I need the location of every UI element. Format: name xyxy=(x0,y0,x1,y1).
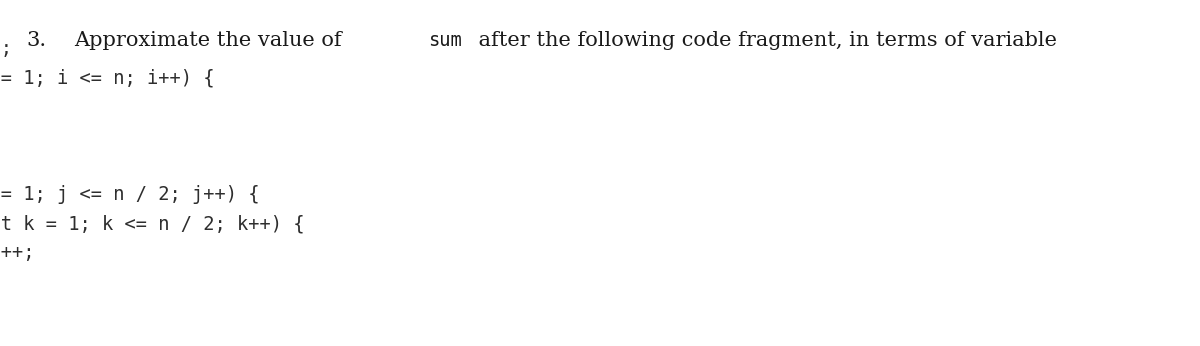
Text: sum: sum xyxy=(428,31,462,50)
Text: after the following code fragment, in terms of variable: after the following code fragment, in te… xyxy=(472,31,1063,50)
Text: for (int j = 1; j <= n / 2; j++) {: for (int j = 1; j <= n / 2; j++) { xyxy=(0,185,260,204)
Text: sum++;: sum++; xyxy=(0,244,35,262)
Text: 3.: 3. xyxy=(26,31,47,50)
Text: for (int i = 1; i <= n; i++) {: for (int i = 1; i <= n; i++) { xyxy=(0,68,215,87)
Text: for (int k = 1; k <= n / 2; k++) {: for (int k = 1; k <= n / 2; k++) { xyxy=(0,214,305,233)
Text: int sum = 0;: int sum = 0; xyxy=(0,39,12,58)
Text: Approximate the value of: Approximate the value of xyxy=(74,31,349,50)
